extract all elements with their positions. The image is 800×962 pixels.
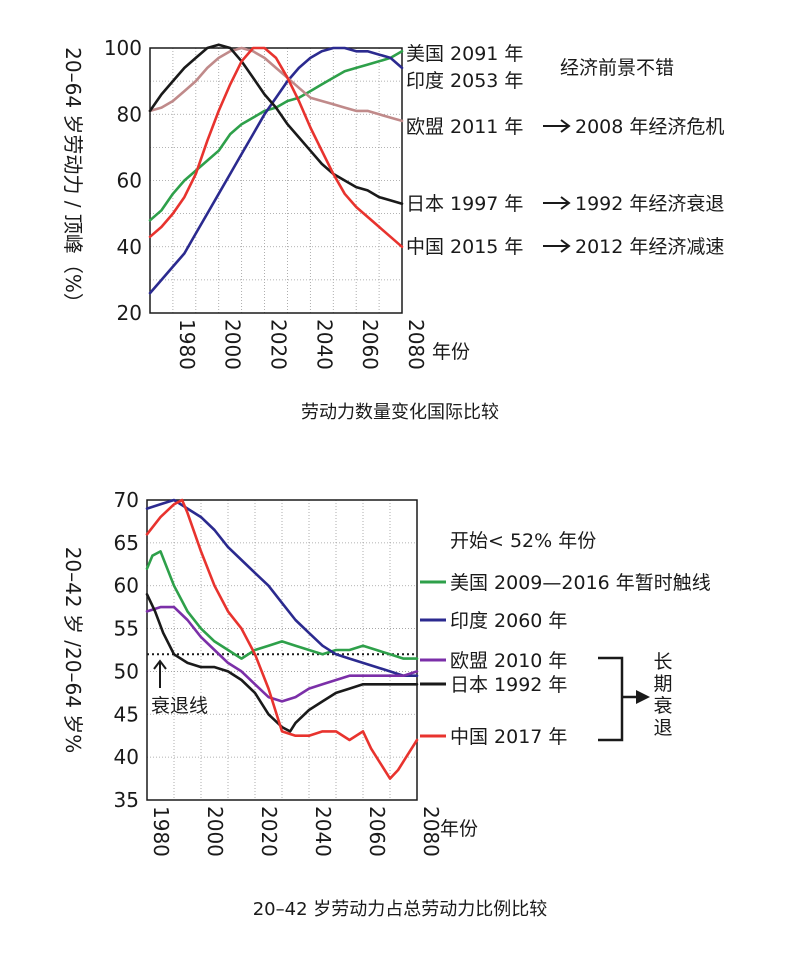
c1-line-us bbox=[148, 49, 404, 222]
arrow-icon bbox=[543, 119, 571, 133]
c1-x-tick-2000: 2000 bbox=[221, 319, 245, 370]
c2-y-tick-65: 65 bbox=[114, 531, 139, 555]
c2-y-tick-70: 70 bbox=[114, 488, 139, 512]
c1-y-tick-100: 100 bbox=[104, 36, 142, 60]
c1-label-japan: 日本 1997 年 bbox=[406, 193, 523, 215]
c1-x-tick-2080: 2080 bbox=[404, 319, 428, 370]
arrow-icon bbox=[543, 239, 571, 253]
c2-legend-eu: 欧盟 2010 年 bbox=[450, 650, 567, 672]
c2-y-tick-labels: 35 40 45 50 55 60 65 70 bbox=[114, 488, 139, 812]
long-recession-label: 长期衰退 bbox=[653, 651, 672, 739]
c2-y-tick-35: 35 bbox=[114, 788, 139, 812]
c1-y-tick-80: 80 bbox=[117, 102, 142, 126]
c2-y-tick-40: 40 bbox=[114, 745, 139, 769]
c1-label-eu-event: 2008 年经济危机 bbox=[575, 116, 724, 138]
c1-gridlines bbox=[150, 48, 402, 313]
c2-x-tick-labels: 1980 2000 2020 2040 2060 2080 bbox=[149, 806, 443, 857]
bracket-icon bbox=[598, 656, 650, 742]
c2-x-tick-1980: 1980 bbox=[149, 806, 173, 857]
c2-x-axis-label: 年份 bbox=[440, 818, 478, 840]
c2-series-lines bbox=[145, 498, 419, 780]
c1-label-japan-event: 1992 年经济衰退 bbox=[575, 193, 724, 215]
c1-y-tick-60: 60 bbox=[117, 169, 142, 193]
c2-line-china bbox=[145, 498, 419, 780]
c1-side-note: 经济前景不错 bbox=[560, 57, 674, 79]
c2-y-tick-55: 55 bbox=[114, 617, 139, 641]
c2-legend-us: 美国 2009—2016 年暂时触线 bbox=[450, 572, 711, 594]
c2-x-tick-2040: 2040 bbox=[311, 806, 335, 857]
c1-label-china: 中国 2015 年 bbox=[406, 236, 523, 258]
recession-line-label: 衰退线 bbox=[151, 695, 208, 717]
c1-y-tick-20: 20 bbox=[117, 301, 142, 325]
c2-line-india bbox=[145, 498, 419, 678]
c2-x-tick-2060: 2060 bbox=[365, 806, 389, 857]
c1-title: 劳动力数量变化国际比较 bbox=[301, 402, 499, 423]
c2-x-tick-2080: 2080 bbox=[419, 806, 443, 857]
c2-x-tick-2020: 2020 bbox=[257, 806, 281, 857]
young-labor-share-chart: 35 40 45 50 55 60 65 70 1980 2000 2020 2040 2060 208… bbox=[61, 488, 711, 920]
arrow-icon bbox=[543, 196, 571, 210]
up-arrow-icon bbox=[153, 659, 167, 688]
c1-line-india bbox=[148, 46, 404, 295]
c2-y-axis-label: 20–42 岁 /20–64 岁% bbox=[61, 547, 85, 754]
c1-x-tick-labels: 1980 2000 2020 2040 2060 2080 bbox=[175, 319, 428, 370]
c1-x-axis-label: 年份 bbox=[432, 341, 470, 363]
c2-title: 20–42 岁劳动力占总劳动力比例比较 bbox=[253, 899, 548, 920]
c1-x-tick-2020: 2020 bbox=[267, 319, 291, 370]
c2-legend-india: 印度 2060 年 bbox=[450, 610, 567, 632]
c1-y-tick-labels: 20 40 60 80 100 bbox=[104, 36, 142, 325]
c1-plot-frame bbox=[149, 47, 403, 314]
c1-x-tick-2040: 2040 bbox=[312, 319, 336, 370]
c2-line-eu bbox=[145, 605, 419, 703]
c1-label-eu: 欧盟 2011 年 bbox=[406, 116, 523, 138]
c2-legend-china: 中国 2017 年 bbox=[450, 726, 567, 748]
c1-line-eu bbox=[148, 46, 404, 123]
c2-line-us bbox=[145, 550, 419, 660]
c2-legend-japan: 日本 1992 年 bbox=[450, 674, 567, 696]
c1-x-tick-2060: 2060 bbox=[358, 319, 382, 370]
c1-label-us: 美国 2091 年 bbox=[406, 43, 523, 65]
c1-series-lines bbox=[148, 43, 404, 295]
c1-line-japan bbox=[148, 43, 404, 205]
c2-y-tick-50: 50 bbox=[114, 659, 139, 683]
c1-y-tick-40: 40 bbox=[117, 235, 142, 259]
c2-y-tick-45: 45 bbox=[114, 702, 139, 726]
c2-y-tick-60: 60 bbox=[114, 574, 139, 598]
c1-y-axis-label: 20–64 岁劳动力 / 顶峰（%） bbox=[61, 47, 85, 313]
c2-x-tick-2000: 2000 bbox=[203, 806, 227, 857]
c2-plot-frame bbox=[146, 499, 418, 801]
c2-legend-title: 开始< 52% 年份 bbox=[450, 530, 596, 552]
c1-x-tick-1980: 1980 bbox=[175, 319, 199, 370]
c1-line-china bbox=[148, 46, 404, 249]
c1-label-india: 印度 2053 年 bbox=[406, 70, 523, 92]
c1-label-china-event: 2012 年经济减速 bbox=[575, 236, 724, 258]
